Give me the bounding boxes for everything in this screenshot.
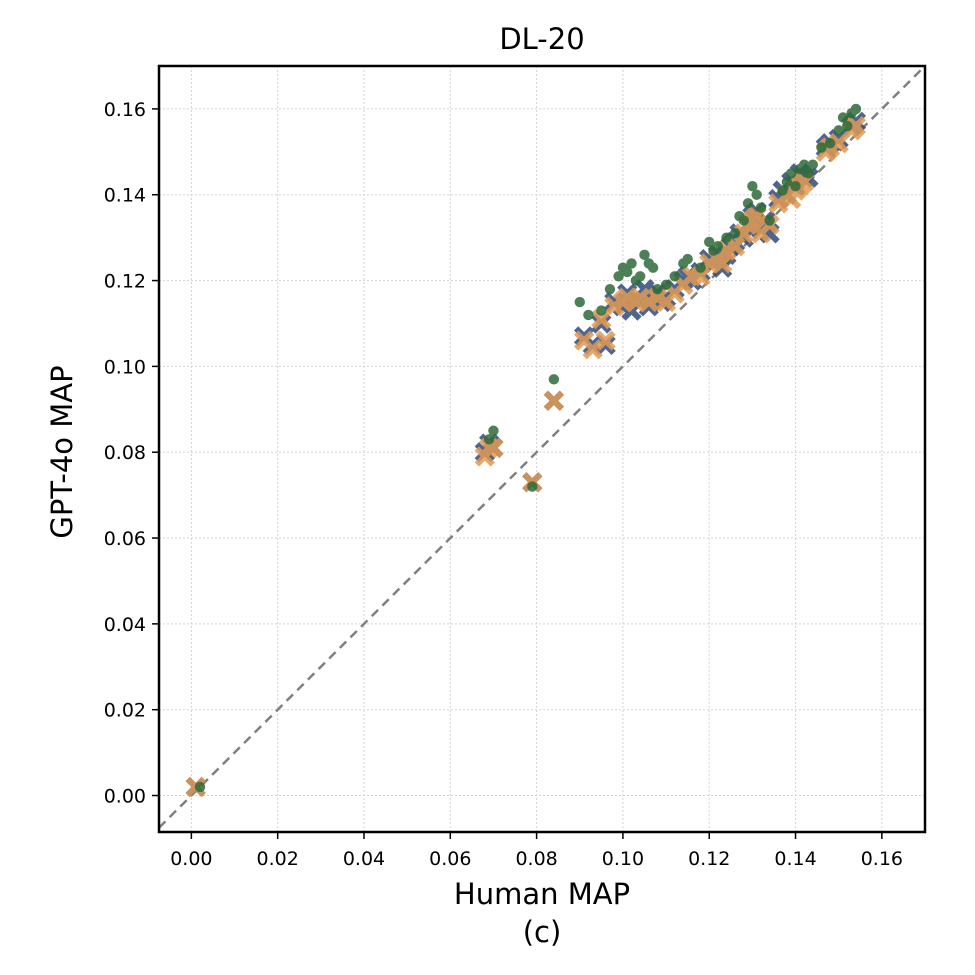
data-point — [669, 271, 680, 282]
data-point — [807, 159, 818, 170]
x-tick-label: 0.04 — [343, 848, 385, 870]
data-point — [543, 390, 564, 411]
y-tick-label: 0.12 — [104, 271, 146, 293]
data-point-stroke — [483, 437, 504, 459]
data-point — [194, 781, 206, 793]
data-point-stroke — [630, 287, 651, 308]
x-axis-ticks: 0.00 0.02 0.04 0.06 0.08 0.10 0.12 0.14 0.16 — [170, 832, 903, 870]
y-axis-title: GPT-4o MAP — [45, 365, 79, 538]
data-point — [721, 232, 732, 243]
data-point — [755, 202, 767, 213]
data-point — [803, 168, 814, 179]
data-point — [850, 103, 862, 115]
y-tick-label: 0.10 — [104, 356, 146, 378]
data-point — [842, 120, 853, 132]
data-point-stroke — [724, 236, 746, 257]
data-point — [712, 241, 724, 252]
data-point — [729, 228, 741, 239]
data-point — [596, 305, 607, 316]
y-tick-label: 0.04 — [104, 614, 146, 636]
data-point — [479, 437, 500, 459]
data-point — [574, 296, 585, 308]
x-tick-label: 0.06 — [429, 848, 471, 870]
data-point — [781, 176, 793, 188]
data-point — [613, 271, 624, 282]
y-tick-label: 0.06 — [104, 528, 146, 550]
data-point — [816, 142, 827, 153]
data-point — [652, 283, 663, 295]
data-point — [582, 339, 603, 360]
data-point — [742, 198, 754, 209]
data-point — [604, 283, 616, 295]
data-point — [690, 266, 711, 287]
x-tick-label: 0.10 — [602, 848, 644, 870]
data-point — [786, 168, 797, 179]
data-point-stroke — [647, 287, 668, 308]
data-point — [833, 125, 844, 136]
x-axis-title: Human MAP — [454, 877, 630, 911]
y-tick-label: 0.16 — [104, 99, 146, 121]
figure-caption: (c) — [523, 915, 562, 949]
data-point-stroke — [543, 390, 564, 411]
data-point — [527, 481, 538, 492]
data-point — [751, 189, 762, 200]
data-point-stroke — [595, 334, 616, 356]
data-point-stroke — [573, 326, 595, 347]
data-point — [488, 425, 499, 436]
data-point — [583, 309, 594, 321]
data-points — [185, 103, 867, 798]
data-point — [747, 180, 758, 192]
series-2 — [185, 115, 867, 798]
data-point — [660, 279, 672, 291]
data-point-stroke — [479, 437, 500, 459]
data-point — [824, 138, 836, 149]
y-tick-label: 0.00 — [104, 786, 146, 808]
data-point-stroke — [690, 266, 711, 287]
data-point — [764, 215, 775, 226]
data-point — [483, 434, 495, 445]
data-point — [738, 215, 749, 226]
series-3 — [194, 103, 862, 793]
data-point — [695, 262, 706, 273]
data-point — [626, 258, 637, 269]
y-tick-label: 0.14 — [104, 185, 146, 207]
x-tick-label: 0.14 — [774, 848, 816, 870]
x-tick-label: 0.08 — [515, 848, 557, 870]
chart-title: DL-20 — [499, 22, 584, 56]
y-tick-label: 0.02 — [104, 700, 146, 722]
data-point — [704, 236, 715, 248]
data-point-stroke — [591, 313, 612, 334]
data-point — [647, 262, 659, 273]
y-tick-label: 0.08 — [104, 442, 146, 464]
x-tick-label: 0.00 — [170, 848, 212, 870]
data-point — [712, 253, 733, 274]
y-axis-ticks: 0.00 0.02 0.04 0.06 0.08 0.10 0.12 0.14 0.16 — [104, 99, 159, 808]
plot-frame — [157, 64, 927, 834]
data-point-stroke — [845, 115, 867, 137]
data-point — [622, 266, 633, 278]
data-point-stroke — [595, 330, 616, 351]
x-tick-label: 0.16 — [861, 848, 903, 870]
data-point — [777, 185, 788, 196]
x-tick-label: 0.02 — [257, 848, 299, 870]
data-point — [845, 115, 867, 137]
data-point-stroke — [573, 330, 595, 351]
x-tick-label: 0.12 — [688, 848, 730, 870]
data-point-stroke — [712, 257, 733, 278]
data-point — [634, 271, 646, 282]
data-point — [595, 334, 616, 356]
data-point — [837, 112, 849, 123]
data-point — [639, 249, 650, 261]
data-point-stroke — [712, 253, 733, 274]
data-point — [591, 313, 612, 334]
data-point — [798, 159, 810, 170]
data-point — [548, 374, 560, 385]
data-point — [682, 253, 693, 265]
data-point — [595, 330, 616, 351]
data-point — [790, 180, 801, 192]
data-point-stroke — [582, 339, 603, 360]
